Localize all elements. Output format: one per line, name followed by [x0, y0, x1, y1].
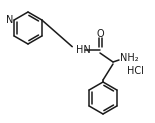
Text: N: N — [6, 15, 13, 25]
Text: HCl: HCl — [127, 66, 144, 76]
Text: NH₂: NH₂ — [120, 53, 139, 63]
Text: HN: HN — [76, 45, 91, 55]
Text: O: O — [96, 29, 104, 39]
